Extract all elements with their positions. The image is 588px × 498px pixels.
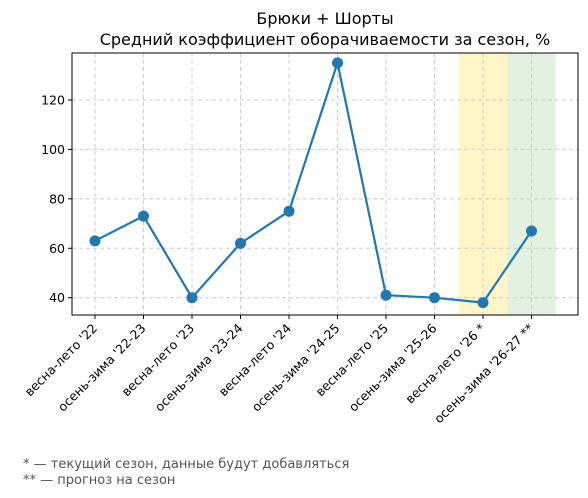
data-point xyxy=(138,210,149,222)
line-chart: Брюки + Шорты Средний коэффициент оборач… xyxy=(21,9,579,427)
highlight-band xyxy=(507,53,556,315)
y-tick-label: 40 xyxy=(49,290,65,305)
y-tick-label: 60 xyxy=(49,241,65,256)
series-line xyxy=(94,61,533,304)
x-tick-label: осень-зима '26-27 ** xyxy=(431,321,537,427)
grid-lines xyxy=(72,53,578,315)
data-point xyxy=(235,237,246,249)
x-tick-label: осень-зима '22-23 xyxy=(55,321,149,415)
data-point xyxy=(526,225,537,237)
y-tick-label: 100 xyxy=(41,142,65,157)
chart-subtitle: Средний коэффициент оборачиваемости за с… xyxy=(100,30,551,49)
data-point xyxy=(89,235,101,247)
data-point xyxy=(186,292,198,304)
footnote-forecast: ** — прогноз на сезон xyxy=(23,473,176,488)
plot-frame xyxy=(71,52,579,316)
footnote-current-season: * — текущий сезон, данные будут добавлят… xyxy=(23,457,350,472)
y-tick-label: 120 xyxy=(41,92,65,107)
x-tick-label: осень-зима '24-25 xyxy=(249,321,343,415)
y-tick-label: 80 xyxy=(49,191,65,206)
chart-title: Брюки + Шорты xyxy=(256,9,393,28)
data-point xyxy=(477,297,489,309)
data-point xyxy=(380,289,392,301)
highlight-bands xyxy=(458,53,556,315)
data-point xyxy=(283,205,295,217)
x-tick-label: осень-зима '23-24 xyxy=(152,320,246,414)
series-group xyxy=(89,57,537,309)
x-tick-label: осень-зима '25-26 xyxy=(346,320,440,414)
data-point xyxy=(332,57,343,69)
data-point xyxy=(429,292,440,304)
